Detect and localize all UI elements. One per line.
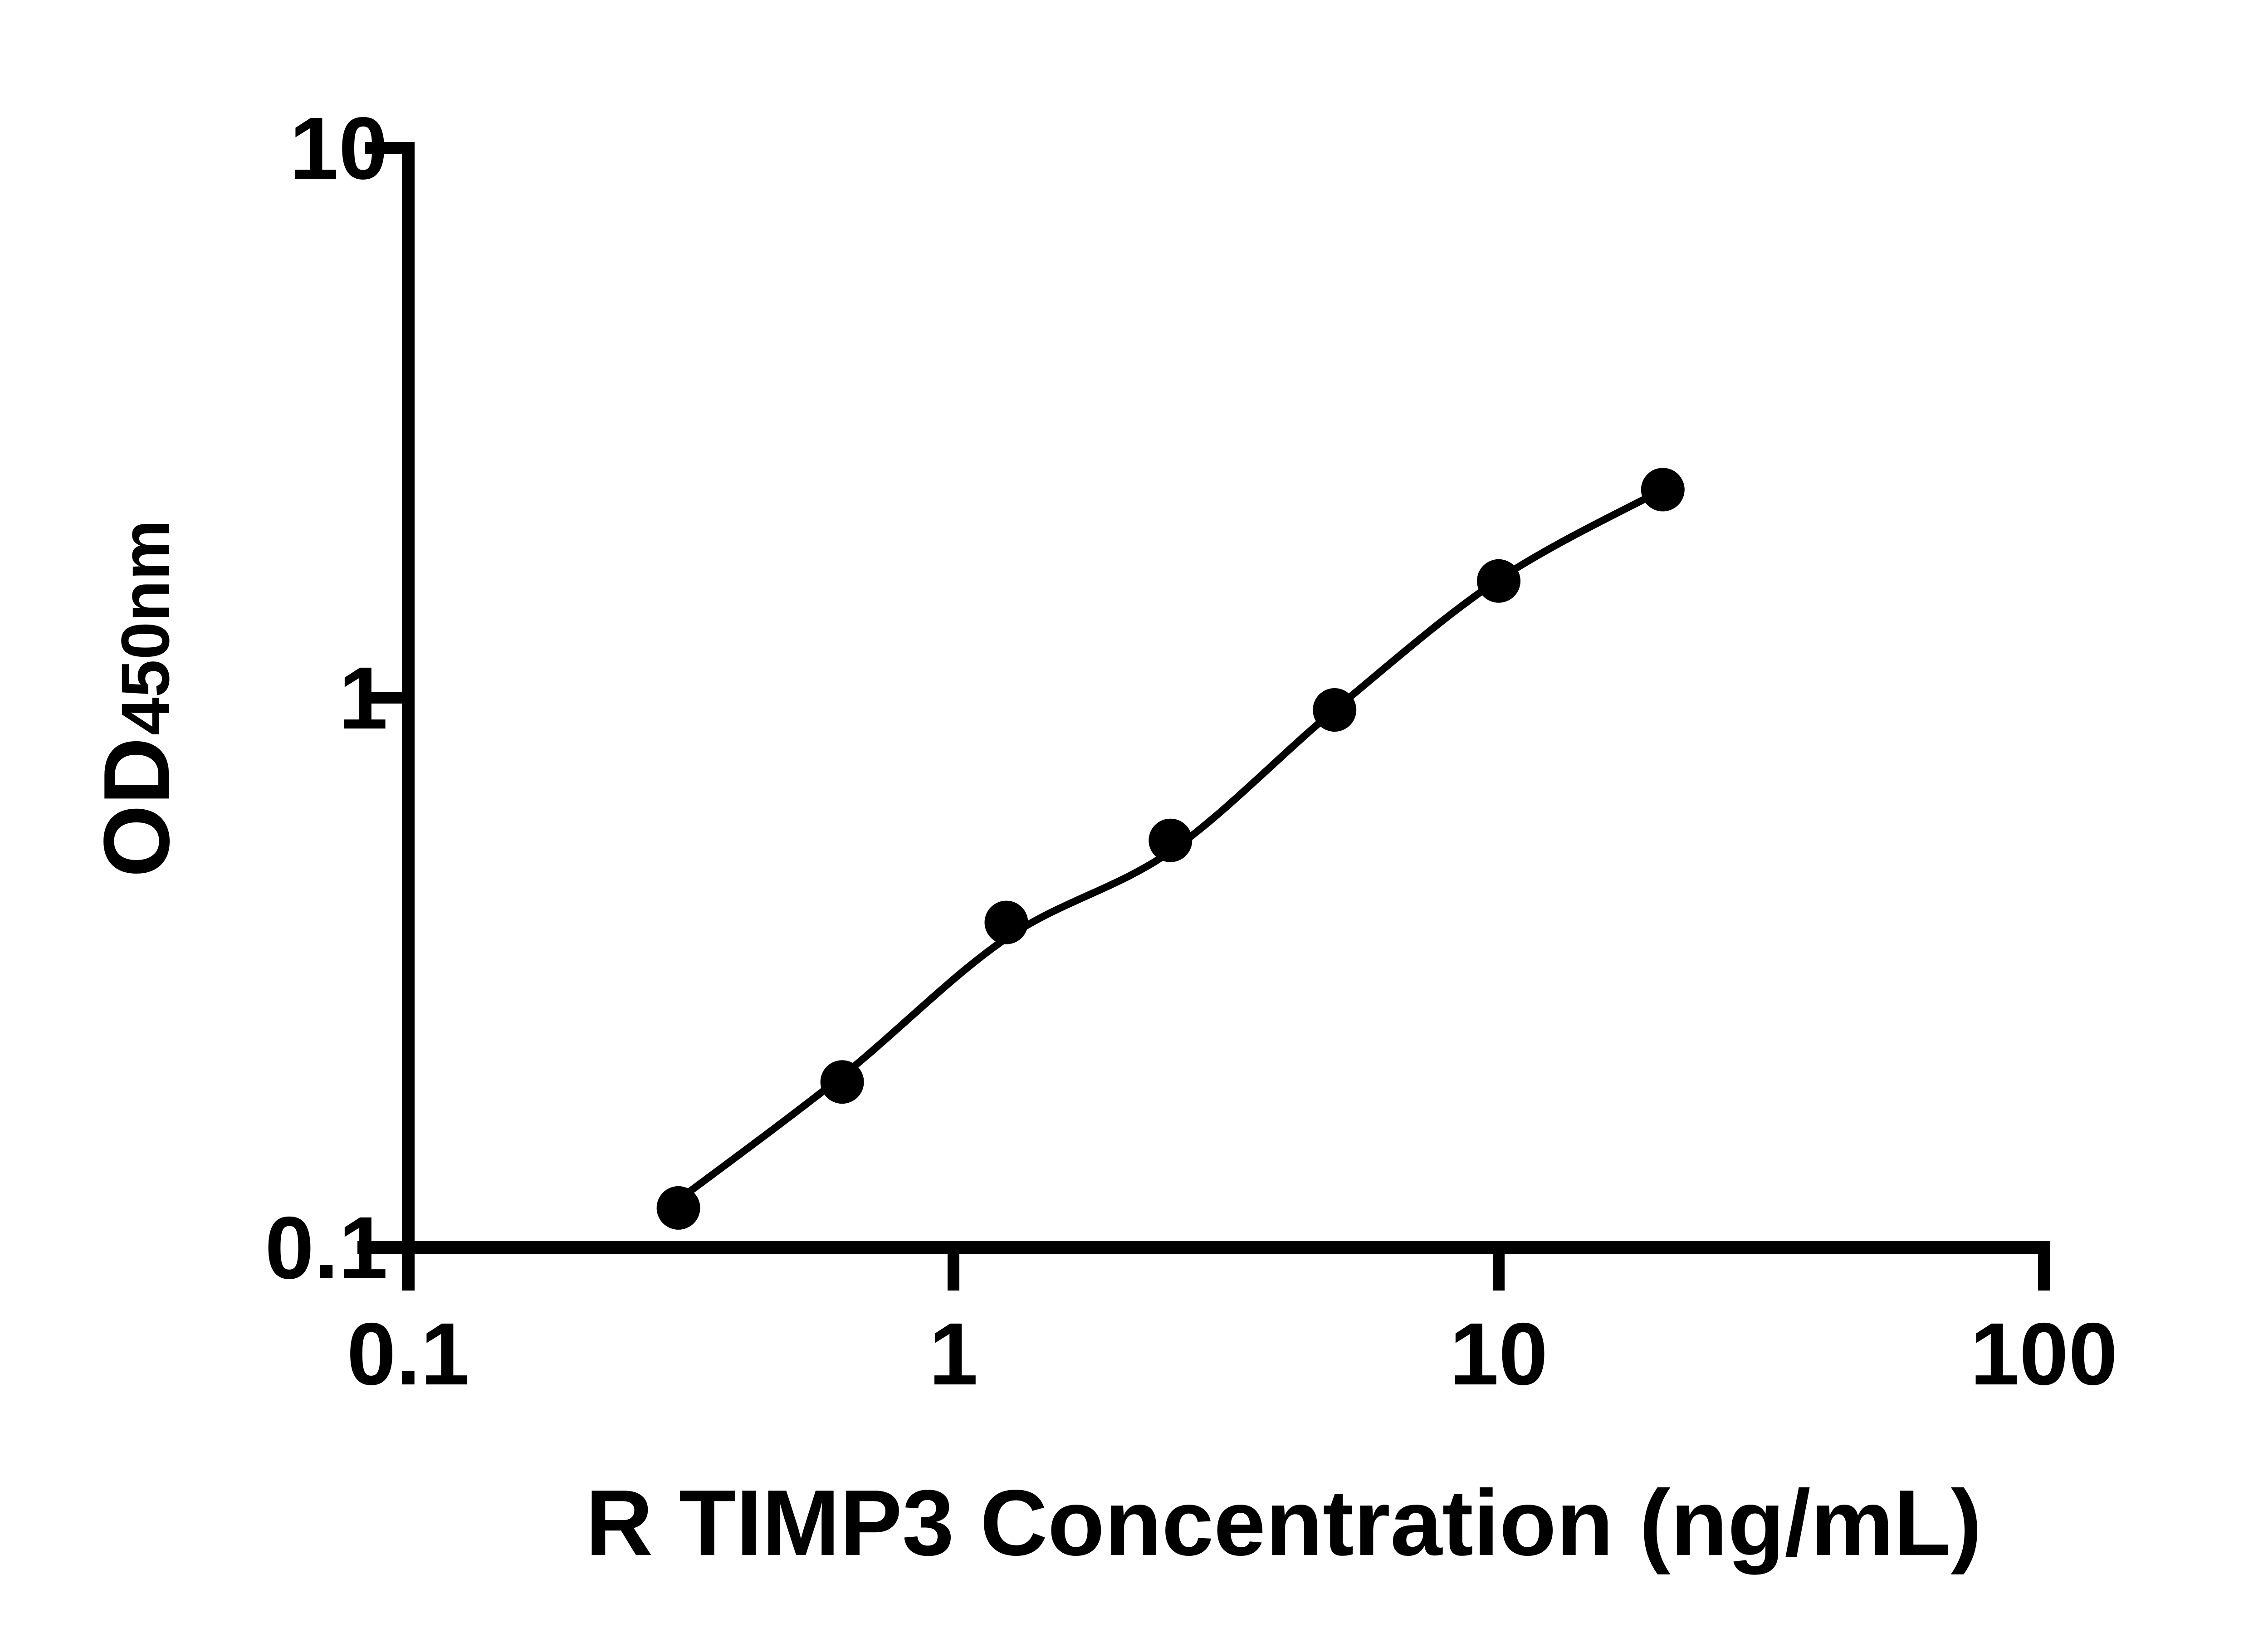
x-tick-label: 10: [1450, 1305, 1548, 1403]
data-point: [1313, 688, 1357, 732]
x-tick-label: 0.1: [347, 1305, 469, 1403]
x-axis-title: R TIMP3 Concentration (ng/mL): [586, 1471, 1982, 1575]
data-point: [984, 900, 1028, 944]
data-point: [656, 1186, 700, 1230]
y-axis-title-main: OD: [84, 737, 189, 877]
y-axis-title-sub: 450nm: [107, 520, 183, 735]
x-tick-label: 1: [929, 1305, 978, 1403]
y-tick-label: 1: [339, 649, 388, 748]
y-axis-title: OD 450nm: [84, 520, 189, 878]
data-point: [1477, 559, 1520, 603]
data-point: [1149, 818, 1193, 862]
axis-ticks: [365, 142, 2050, 1291]
y-tick-label: 10: [289, 99, 388, 198]
data-point: [820, 1060, 864, 1104]
data-point: [1641, 468, 1685, 512]
data-points-layer: [656, 468, 1685, 1230]
y-tick-label: 0.1: [265, 1198, 388, 1297]
axes: [357, 142, 2050, 1291]
x-tick-label: 100: [1970, 1305, 2117, 1403]
tick-labels: 0.1 1 10 100 0.1 1 10: [265, 99, 2118, 1403]
